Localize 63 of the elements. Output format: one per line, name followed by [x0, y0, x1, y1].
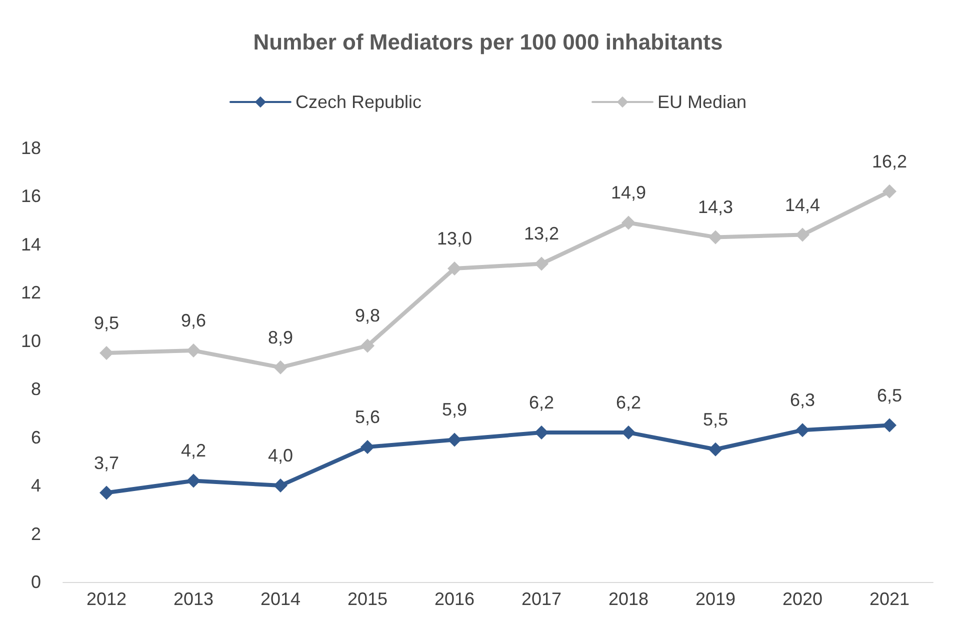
data-label: 9,6 [180, 310, 206, 331]
y-tick-label: 16 [20, 186, 41, 206]
point [708, 230, 722, 244]
x-tick-label: 2016 [434, 589, 475, 609]
y-tick-label: 8 [30, 379, 41, 400]
data-label: 16,2 [872, 151, 908, 172]
point [796, 423, 810, 438]
point [622, 216, 636, 230]
data-label: 14,9 [610, 182, 646, 203]
data-label: 5,5 [702, 409, 728, 430]
point [534, 256, 548, 271]
x-tick-label: 2020 [782, 589, 823, 609]
y-tick-label: 18 [20, 138, 41, 158]
y-tick-label: 0 [30, 572, 41, 592]
x-tick-label: 2013 [173, 589, 214, 609]
x-tick-label: 2014 [260, 589, 301, 609]
x-tick-label: 2017 [521, 589, 562, 609]
data-label: 4,0 [268, 446, 294, 466]
y-tick-label: 14 [20, 234, 41, 254]
point [534, 426, 548, 440]
y-tick-label: 6 [30, 427, 41, 448]
x-tick-label: 2012 [86, 589, 127, 609]
legend-label: Czech Republic [295, 92, 422, 112]
point [882, 418, 896, 432]
data-label: 13,2 [524, 224, 560, 244]
point [796, 228, 810, 242]
point [882, 184, 896, 198]
point [186, 474, 200, 488]
data-label: 13,0 [436, 228, 472, 249]
data-label: 6,5 [876, 385, 902, 406]
point [186, 344, 200, 358]
data-label: 6,3 [790, 390, 816, 410]
point [448, 432, 462, 447]
data-label: 6,2 [616, 392, 642, 413]
y-tick-label: 10 [20, 330, 41, 351]
y-tick-label: 12 [20, 282, 41, 303]
point [448, 262, 462, 276]
data-label: 9,5 [94, 312, 120, 333]
point [708, 442, 722, 456]
data-label: 8,9 [268, 327, 294, 348]
point [274, 478, 288, 493]
legend-label: EU Median [658, 92, 747, 112]
data-label: 5,6 [354, 406, 380, 427]
y-tick-label: 2 [30, 524, 41, 544]
data-label: 3,7 [94, 452, 120, 473]
data-label: 6,2 [528, 392, 554, 413]
chart-title: Number of Mediators per 100 000 inhabitants [253, 30, 723, 54]
point [274, 360, 288, 374]
point [360, 338, 374, 353]
x-tick-label: 2021 [869, 589, 910, 609]
point [360, 440, 374, 454]
data-label: 9,8 [354, 306, 380, 326]
data-label: 14,4 [784, 194, 820, 215]
data-label: 5,9 [442, 400, 468, 420]
data-label: 14,3 [698, 197, 734, 218]
point [100, 346, 114, 360]
x-tick-label: 2015 [347, 589, 388, 609]
point [622, 426, 636, 440]
point [100, 486, 114, 500]
x-tick-label: 2019 [695, 589, 736, 609]
data-label: 4,2 [180, 440, 206, 461]
x-tick-label: 2018 [608, 589, 649, 609]
y-tick-label: 4 [30, 476, 41, 496]
